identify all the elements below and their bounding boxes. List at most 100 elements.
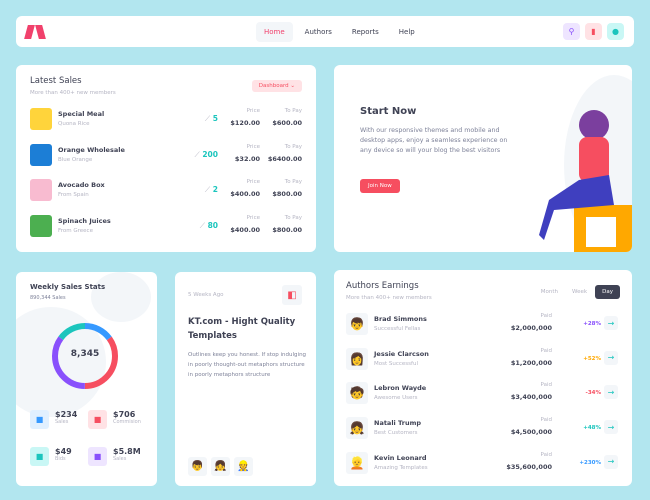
- latest-sales-card: Latest Sales More than 400+ new members …: [16, 65, 316, 252]
- arrow-right-icon[interactable]: →: [604, 454, 618, 469]
- logo[interactable]: [24, 24, 46, 39]
- nav-help[interactable]: Help: [398, 27, 415, 36]
- table-row[interactable]: Avocado Box From Spain ⟋ 2 Price $400.00…: [30, 179, 302, 203]
- pay-value: $800.00: [272, 225, 302, 234]
- nav-reports[interactable]: Reports: [351, 27, 379, 36]
- tab-week[interactable]: Week: [572, 289, 588, 295]
- product-image: [30, 143, 52, 166]
- paid-label: Paid: [540, 313, 552, 319]
- change-percent: +52%: [583, 355, 601, 362]
- stat-item: ■ $49 Bids: [30, 447, 72, 466]
- arrow-right-icon[interactable]: →: [604, 385, 618, 400]
- product-name: Avocado Box: [58, 181, 105, 189]
- card-title: Weekly Sales Stats: [30, 283, 106, 291]
- change-percent: +28%: [583, 321, 601, 327]
- author-name: Lebron Wayde: [374, 384, 427, 393]
- card-subtitle: More than 400+ new members: [346, 295, 432, 301]
- donut-total: 8,345: [70, 349, 100, 359]
- product-name: Spinach Juices: [58, 216, 111, 225]
- paid-value: $35,600,000: [506, 462, 552, 471]
- post-title: KT.com - Hight Quality Templates: [188, 317, 296, 341]
- nav-home[interactable]: Home: [256, 21, 293, 42]
- pay-label: To Pay: [284, 214, 302, 221]
- list-item: 👩 Jessie Clarcson Most Successful Paid $…: [346, 347, 618, 372]
- avatar[interactable]: 👷: [234, 457, 253, 476]
- stat-label: Commision: [113, 419, 141, 425]
- table-row[interactable]: Orange Wholesale Blue Orange ⟋ 200 Price…: [30, 143, 302, 168]
- author-desc: Successful Fellas: [374, 326, 421, 332]
- basket-icon: ■: [30, 410, 49, 429]
- post-card: 5 Weeks Ago ◧ KT.com - Hight Quality Tem…: [175, 272, 316, 486]
- donut-segment: [52, 323, 118, 389]
- join-button[interactable]: Join Now: [360, 179, 400, 193]
- books-icon: ■: [30, 447, 49, 466]
- pay-value: $800.00: [272, 190, 302, 198]
- table-row[interactable]: Spinach Juices From Greece ⟋ 80 Price $4…: [30, 214, 302, 239]
- paid-value: $4,500,000: [510, 428, 552, 437]
- pay-label: To Pay: [284, 179, 302, 185]
- paid-value: $2,000,000: [510, 324, 552, 332]
- change-percent: +48%: [583, 425, 601, 432]
- tab-day[interactable]: Day: [595, 285, 620, 299]
- list-item: 👱 Kevin Leonard Amazing Templates Paid $…: [346, 451, 618, 476]
- nav-authors[interactable]: Authors: [304, 27, 332, 36]
- stat-value: $49: [55, 447, 72, 456]
- donut-segment: [52, 323, 118, 389]
- product-name: Orange Wholesale: [58, 145, 125, 154]
- change-percent: +230%: [579, 459, 601, 466]
- chart-icon[interactable]: ▮: [585, 23, 602, 40]
- quantity: ⟋ 80: [199, 220, 218, 230]
- product-image: [30, 108, 52, 130]
- product-desc: From Greece: [58, 227, 93, 234]
- pay-value: $6400.00: [267, 154, 302, 163]
- quantity: ⟋ 5: [204, 114, 218, 123]
- avatar[interactable]: 👧: [211, 457, 230, 476]
- dashboard-dropdown[interactable]: Dashboard ⌄: [251, 80, 302, 92]
- author-name: Brad Simmons: [374, 315, 427, 323]
- pay-label: To Pay: [284, 108, 302, 114]
- authors-earnings-card: Authors Earnings More than 400+ new memb…: [334, 270, 632, 486]
- product-desc: Blue Orange: [58, 156, 93, 163]
- stat-item: ■ $706 Commision: [88, 410, 141, 429]
- card-title: Latest Sales: [30, 76, 82, 86]
- paid-label: Paid: [540, 382, 552, 389]
- table-row[interactable]: Special Meal Quona Rice ⟋ 5 Price $120.0…: [30, 108, 302, 132]
- weekly-sales-card: Weekly Sales Stats 890,344 Sales 8,345 ■…: [16, 272, 157, 486]
- stat-label: Bids: [55, 456, 66, 462]
- arrow-right-icon[interactable]: →: [604, 316, 618, 330]
- stat-label: Sales: [55, 419, 69, 425]
- avatar: 👧: [346, 417, 368, 440]
- multiply-icon: ⟋: [194, 149, 200, 159]
- paid-label: Paid: [540, 347, 552, 354]
- multiply-icon: ⟋: [204, 185, 211, 194]
- author-name: Natali Trump: [374, 419, 422, 428]
- arrow-right-icon[interactable]: →: [604, 420, 618, 435]
- stat-value: $234: [55, 410, 78, 419]
- tab-month[interactable]: Month: [540, 289, 559, 295]
- card-subtitle: 890,344 Sales: [30, 295, 66, 301]
- card-title: Authors Earnings: [346, 281, 419, 291]
- list-item: 🧒 Lebron Wayde Awesome Users Paid $3,400…: [346, 382, 618, 406]
- quantity: ⟋ 2: [204, 185, 218, 194]
- avatar[interactable]: 👦: [188, 457, 207, 476]
- price-value: $120.00: [230, 119, 260, 127]
- stat-item: ■ $234 Sales: [30, 410, 77, 429]
- author-desc: Awesome Users: [374, 395, 418, 402]
- author-name: Kevin Leonard: [374, 453, 427, 462]
- search-icon[interactable]: ⚲: [563, 23, 580, 40]
- paid-value: $1,200,000: [510, 358, 552, 367]
- multiply-icon: ⟋: [204, 114, 211, 123]
- author-name: Jessie Clarcson: [374, 349, 429, 358]
- price-label: Price: [246, 179, 260, 185]
- post-text: Outlines keep you honest. If stop indulg…: [188, 352, 307, 378]
- start-text: With our responsive themes and mobile an…: [360, 127, 508, 154]
- product-name: Special Meal: [58, 110, 105, 118]
- stat-item: ■ $5.8M Sales: [88, 447, 141, 466]
- change-percent: -34%: [585, 390, 601, 397]
- start-now-card: Start Now With our responsive themes and…: [334, 65, 632, 252]
- list-item: 👦 Brad Simmons Successful Fellas Paid $2…: [346, 313, 618, 337]
- arrow-right-icon[interactable]: →: [604, 350, 618, 365]
- quantity: ⟋ 200: [194, 149, 218, 159]
- product-image: [30, 179, 52, 201]
- user-icon[interactable]: ●: [607, 23, 624, 40]
